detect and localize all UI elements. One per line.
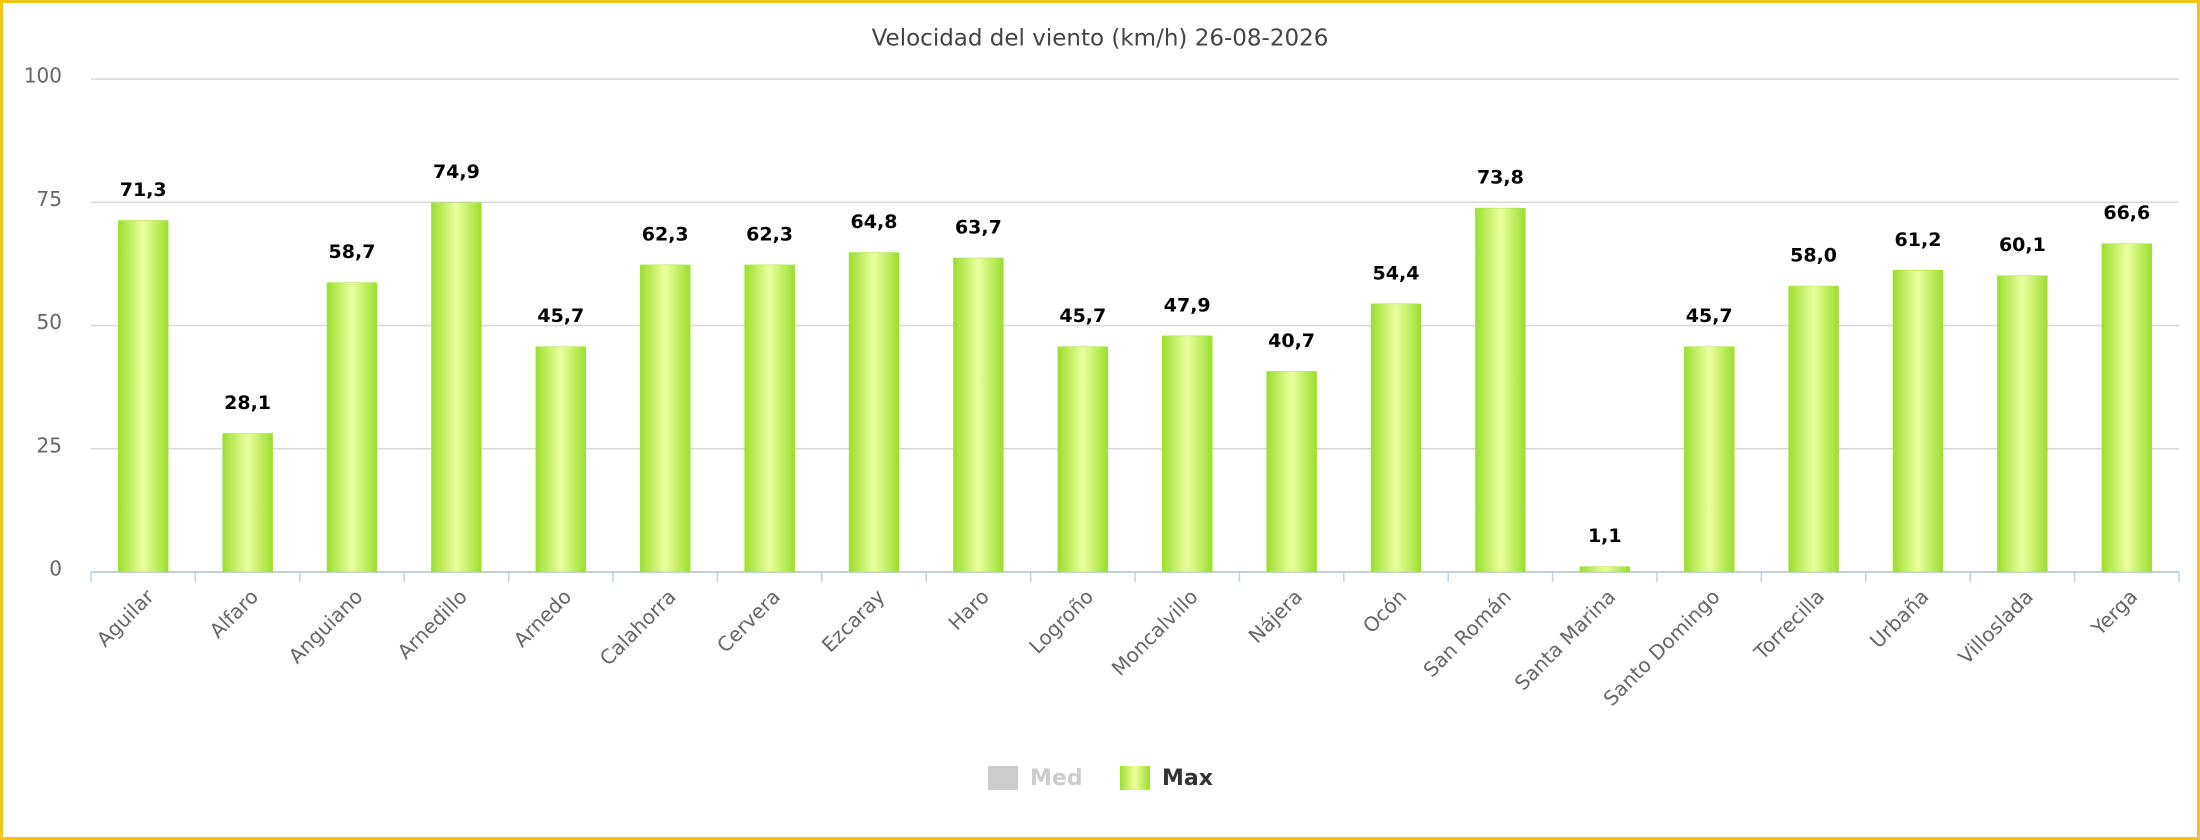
y-tick-label: 75 xyxy=(37,187,62,211)
data-label: 45,7 xyxy=(1686,305,1733,327)
bar xyxy=(848,252,900,573)
y-tick-label: 25 xyxy=(37,433,62,457)
data-label: 47,9 xyxy=(1164,294,1211,316)
y-tick-label: 0 xyxy=(49,557,62,581)
bar xyxy=(1579,566,1631,573)
data-label: 63,7 xyxy=(955,216,1002,238)
bar xyxy=(117,220,169,573)
data-label: 58,7 xyxy=(329,241,376,263)
bar xyxy=(1683,346,1735,573)
data-label: 71,3 xyxy=(120,179,167,201)
data-label: 60,1 xyxy=(1999,234,2046,256)
legend-swatch[interactable] xyxy=(988,766,1018,790)
data-label: 61,2 xyxy=(1895,229,1942,251)
bar xyxy=(1266,371,1317,573)
bar xyxy=(1161,335,1213,573)
bar xyxy=(1475,207,1526,573)
data-label: 54,4 xyxy=(1373,262,1420,284)
bar xyxy=(953,257,1004,573)
bar xyxy=(1788,285,1839,573)
bar xyxy=(431,202,482,573)
chart-title: Velocidad del viento (km/h) 26-08-2026 xyxy=(872,26,1329,52)
data-label: 45,7 xyxy=(537,305,584,327)
y-tick-label: 50 xyxy=(37,310,62,334)
data-label: 28,1 xyxy=(224,392,271,414)
bar xyxy=(1370,303,1422,573)
bar xyxy=(639,264,691,573)
data-label: 74,9 xyxy=(433,161,480,183)
data-label: 73,8 xyxy=(1477,167,1524,189)
bar xyxy=(535,346,587,573)
bar xyxy=(2101,243,2153,573)
data-label: 62,3 xyxy=(746,223,793,245)
bar xyxy=(1892,270,1944,573)
data-label: 64,8 xyxy=(851,211,898,233)
bar xyxy=(326,282,378,573)
data-label: 1,1 xyxy=(1588,525,1622,547)
data-label: 40,7 xyxy=(1268,330,1315,352)
data-label: 45,7 xyxy=(1059,305,1106,327)
legend-label[interactable]: Med xyxy=(1030,766,1083,791)
data-label: 66,6 xyxy=(2103,202,2150,224)
bar xyxy=(744,264,795,573)
bar xyxy=(222,433,273,573)
legend-swatch[interactable] xyxy=(1120,766,1150,790)
data-label: 62,3 xyxy=(642,223,689,245)
bar xyxy=(1057,346,1109,573)
bar xyxy=(1997,275,2048,573)
y-tick-label: 100 xyxy=(24,64,62,88)
legend-label[interactable]: Max xyxy=(1162,766,1213,791)
data-label: 58,0 xyxy=(1790,245,1837,267)
